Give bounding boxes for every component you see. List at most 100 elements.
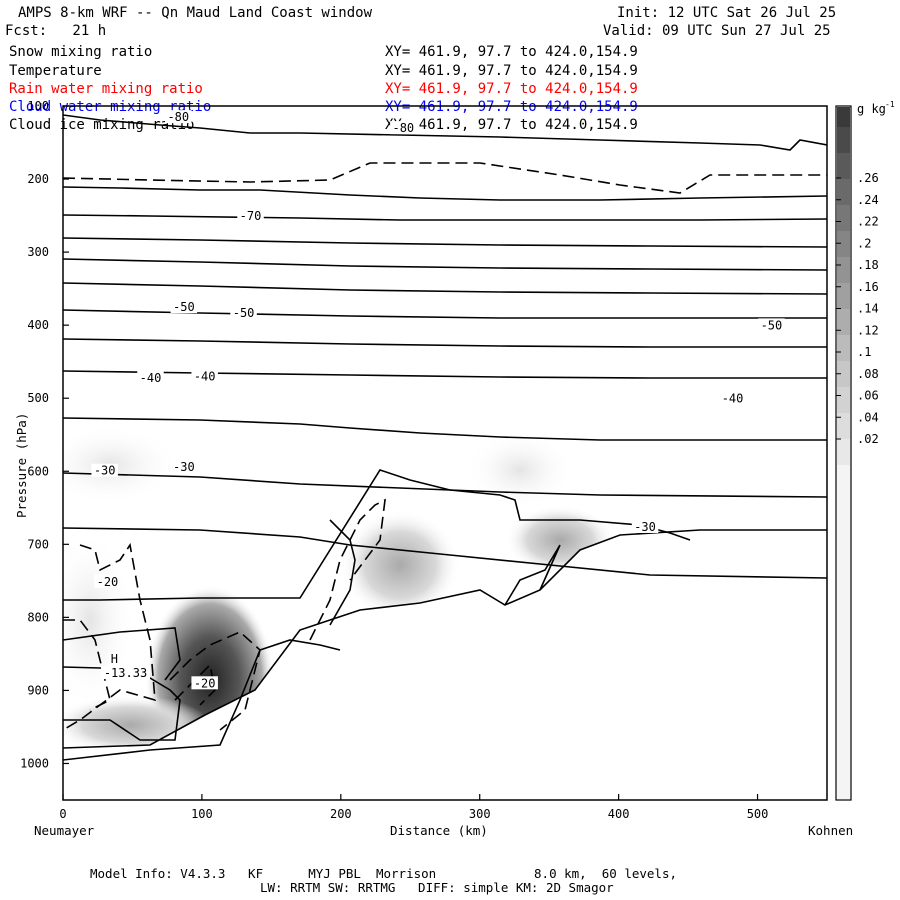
y-tick-label: 700 bbox=[27, 537, 49, 551]
x-tick-label: 200 bbox=[330, 807, 352, 821]
y-tick-label: 1000 bbox=[20, 756, 49, 770]
colorbar-level-7 bbox=[837, 283, 850, 309]
colorbar-level-5 bbox=[837, 335, 850, 361]
contour-label-bg bbox=[237, 208, 264, 222]
colorbar-tick-label: .14 bbox=[857, 302, 879, 316]
colorbar-tick-label: .24 bbox=[857, 193, 879, 207]
legend-rain-xy: XY= 461.9, 97.7 to 424.0,154.9 bbox=[385, 81, 638, 97]
init-time: Init: 12 UTC Sat 26 Jul 25 bbox=[617, 5, 837, 21]
colorbar-tick-label: .22 bbox=[857, 215, 879, 229]
temperature-contours bbox=[63, 114, 827, 761]
colorbar: g kg -1 bbox=[835, 100, 895, 801]
colorbar-unit-exp: -1 bbox=[885, 100, 895, 109]
y-tick-label: 200 bbox=[27, 172, 49, 186]
contour-label-bg bbox=[191, 369, 218, 383]
colorbar-level-6 bbox=[837, 309, 850, 335]
valid-time: Valid: 09 UTC Sun 27 Jul 25 bbox=[603, 23, 831, 39]
legend-snow: Snow mixing ratio bbox=[9, 44, 153, 60]
legend-snow-xy: XY= 461.9, 97.7 to 424.0,154.9 bbox=[385, 44, 638, 60]
colorbar-level-13 bbox=[837, 127, 850, 153]
y-tick-label: 300 bbox=[27, 245, 49, 259]
colorbar-tick-label: .04 bbox=[857, 410, 879, 424]
y-tick-label: 400 bbox=[27, 318, 49, 332]
contour-label-bg bbox=[719, 391, 746, 405]
colorbar-tick-label: .1 bbox=[857, 345, 871, 359]
x-tick-label: 100 bbox=[191, 807, 213, 821]
contour-label-bg bbox=[94, 574, 121, 588]
contour-label-bg bbox=[101, 666, 151, 680]
contour-label-bg bbox=[170, 300, 198, 314]
colorbar-tick-label: .08 bbox=[857, 367, 879, 381]
contour-label: -30 bbox=[634, 520, 656, 534]
colorbar-tick-label: .16 bbox=[857, 280, 879, 294]
x-tick-label: 400 bbox=[608, 807, 630, 821]
contour-label-bg bbox=[191, 676, 218, 690]
contour-label: -50 bbox=[761, 318, 783, 332]
colorbar-tick-label: .26 bbox=[857, 171, 879, 185]
contour-label: -50 bbox=[233, 306, 255, 320]
contour-label-bg bbox=[631, 519, 659, 533]
colorbar-level-4 bbox=[837, 361, 850, 387]
contour-label-bg bbox=[165, 110, 192, 124]
y-tick-label: 600 bbox=[27, 464, 49, 478]
colorbar-level-8 bbox=[837, 257, 850, 283]
contour-label: -20 bbox=[97, 575, 119, 589]
contour-label: -50 bbox=[173, 300, 195, 314]
colorbar-tick-label: .02 bbox=[857, 432, 879, 446]
forecast-hour: Fcst: 21 h bbox=[5, 23, 107, 39]
x-axis-title: Distance (km) bbox=[390, 823, 488, 838]
colorbar-level-3 bbox=[837, 387, 850, 413]
contour-label-bg bbox=[91, 463, 118, 477]
contour-label-bg bbox=[170, 460, 198, 474]
contour-label-bg bbox=[230, 305, 257, 319]
axes-layer: 0 100 200 300 400 500 100 200 300 400 500 600 700 800… bbox=[20, 99, 879, 821]
y-tick-label: 800 bbox=[27, 610, 49, 624]
colorbar-tick-label: .2 bbox=[857, 236, 871, 250]
contour-label-bg bbox=[758, 318, 785, 332]
contour-label: -80 bbox=[167, 110, 189, 124]
contour-label-bg bbox=[108, 652, 121, 666]
colorbar-level-12 bbox=[837, 153, 850, 179]
x-tick-label: 300 bbox=[469, 807, 491, 821]
contour-label: -30 bbox=[94, 464, 116, 478]
legend-cloud-water: Cloud water mixing ratio bbox=[9, 99, 212, 115]
y-tick-label: 100 bbox=[27, 99, 49, 113]
chart-title: AMPS 8-km WRF -- Qn Maud Land Coast wind… bbox=[18, 5, 373, 21]
cloud-ice-contours bbox=[63, 162, 827, 731]
contour-label: -40 bbox=[722, 391, 744, 405]
legend-temperature-xy: XY= 461.9, 97.7 to 424.0,154.9 bbox=[385, 63, 638, 79]
colorbar-tick-label: .06 bbox=[857, 389, 879, 403]
contour-label: -80 bbox=[392, 121, 414, 135]
contour-label: -20 bbox=[194, 676, 216, 690]
physics-info: LW: RRTM SW: RRTMG DIFF: simple KM: 2D S… bbox=[260, 880, 614, 895]
x-tick-label: 500 bbox=[747, 807, 769, 821]
y-axis-title: Pressure (hPa) bbox=[14, 412, 29, 518]
colorbar-level-0 bbox=[837, 465, 850, 799]
colorbar-unit: g kg bbox=[857, 102, 886, 116]
x-tick-label: 0 bbox=[59, 807, 66, 821]
contour-label: -13.33 bbox=[104, 666, 147, 680]
snow-shading bbox=[63, 425, 827, 800]
contour-label: -30 bbox=[173, 460, 195, 474]
colorbar-level-9 bbox=[837, 231, 850, 257]
x-left-label: Neumayer bbox=[34, 823, 95, 838]
plot-frame bbox=[62, 105, 828, 801]
contour-label: H bbox=[111, 652, 118, 666]
colorbar-level-2 bbox=[837, 413, 850, 439]
contour-label: -40 bbox=[194, 369, 216, 383]
model-info: Model Info: V4.3.3 KF MYJ PBL Morrison 8… bbox=[90, 866, 677, 881]
contour-label: -40 bbox=[140, 371, 162, 385]
legend-rain: Rain water mixing ratio bbox=[9, 81, 203, 97]
colorbar-level-14 bbox=[837, 107, 850, 127]
colorbar-level-11 bbox=[837, 179, 850, 205]
x-right-label: Kohnen bbox=[808, 823, 854, 838]
contour-label-bg bbox=[390, 121, 417, 135]
y-tick-label: 500 bbox=[27, 391, 49, 405]
colorbar-tick-label: .18 bbox=[857, 258, 879, 272]
y-tick-label: 900 bbox=[27, 683, 49, 697]
colorbar-level-1 bbox=[837, 439, 850, 465]
contour-label-bg bbox=[137, 370, 164, 384]
legend-temperature: Temperature bbox=[9, 63, 102, 79]
colorbar-level-10 bbox=[837, 205, 850, 231]
